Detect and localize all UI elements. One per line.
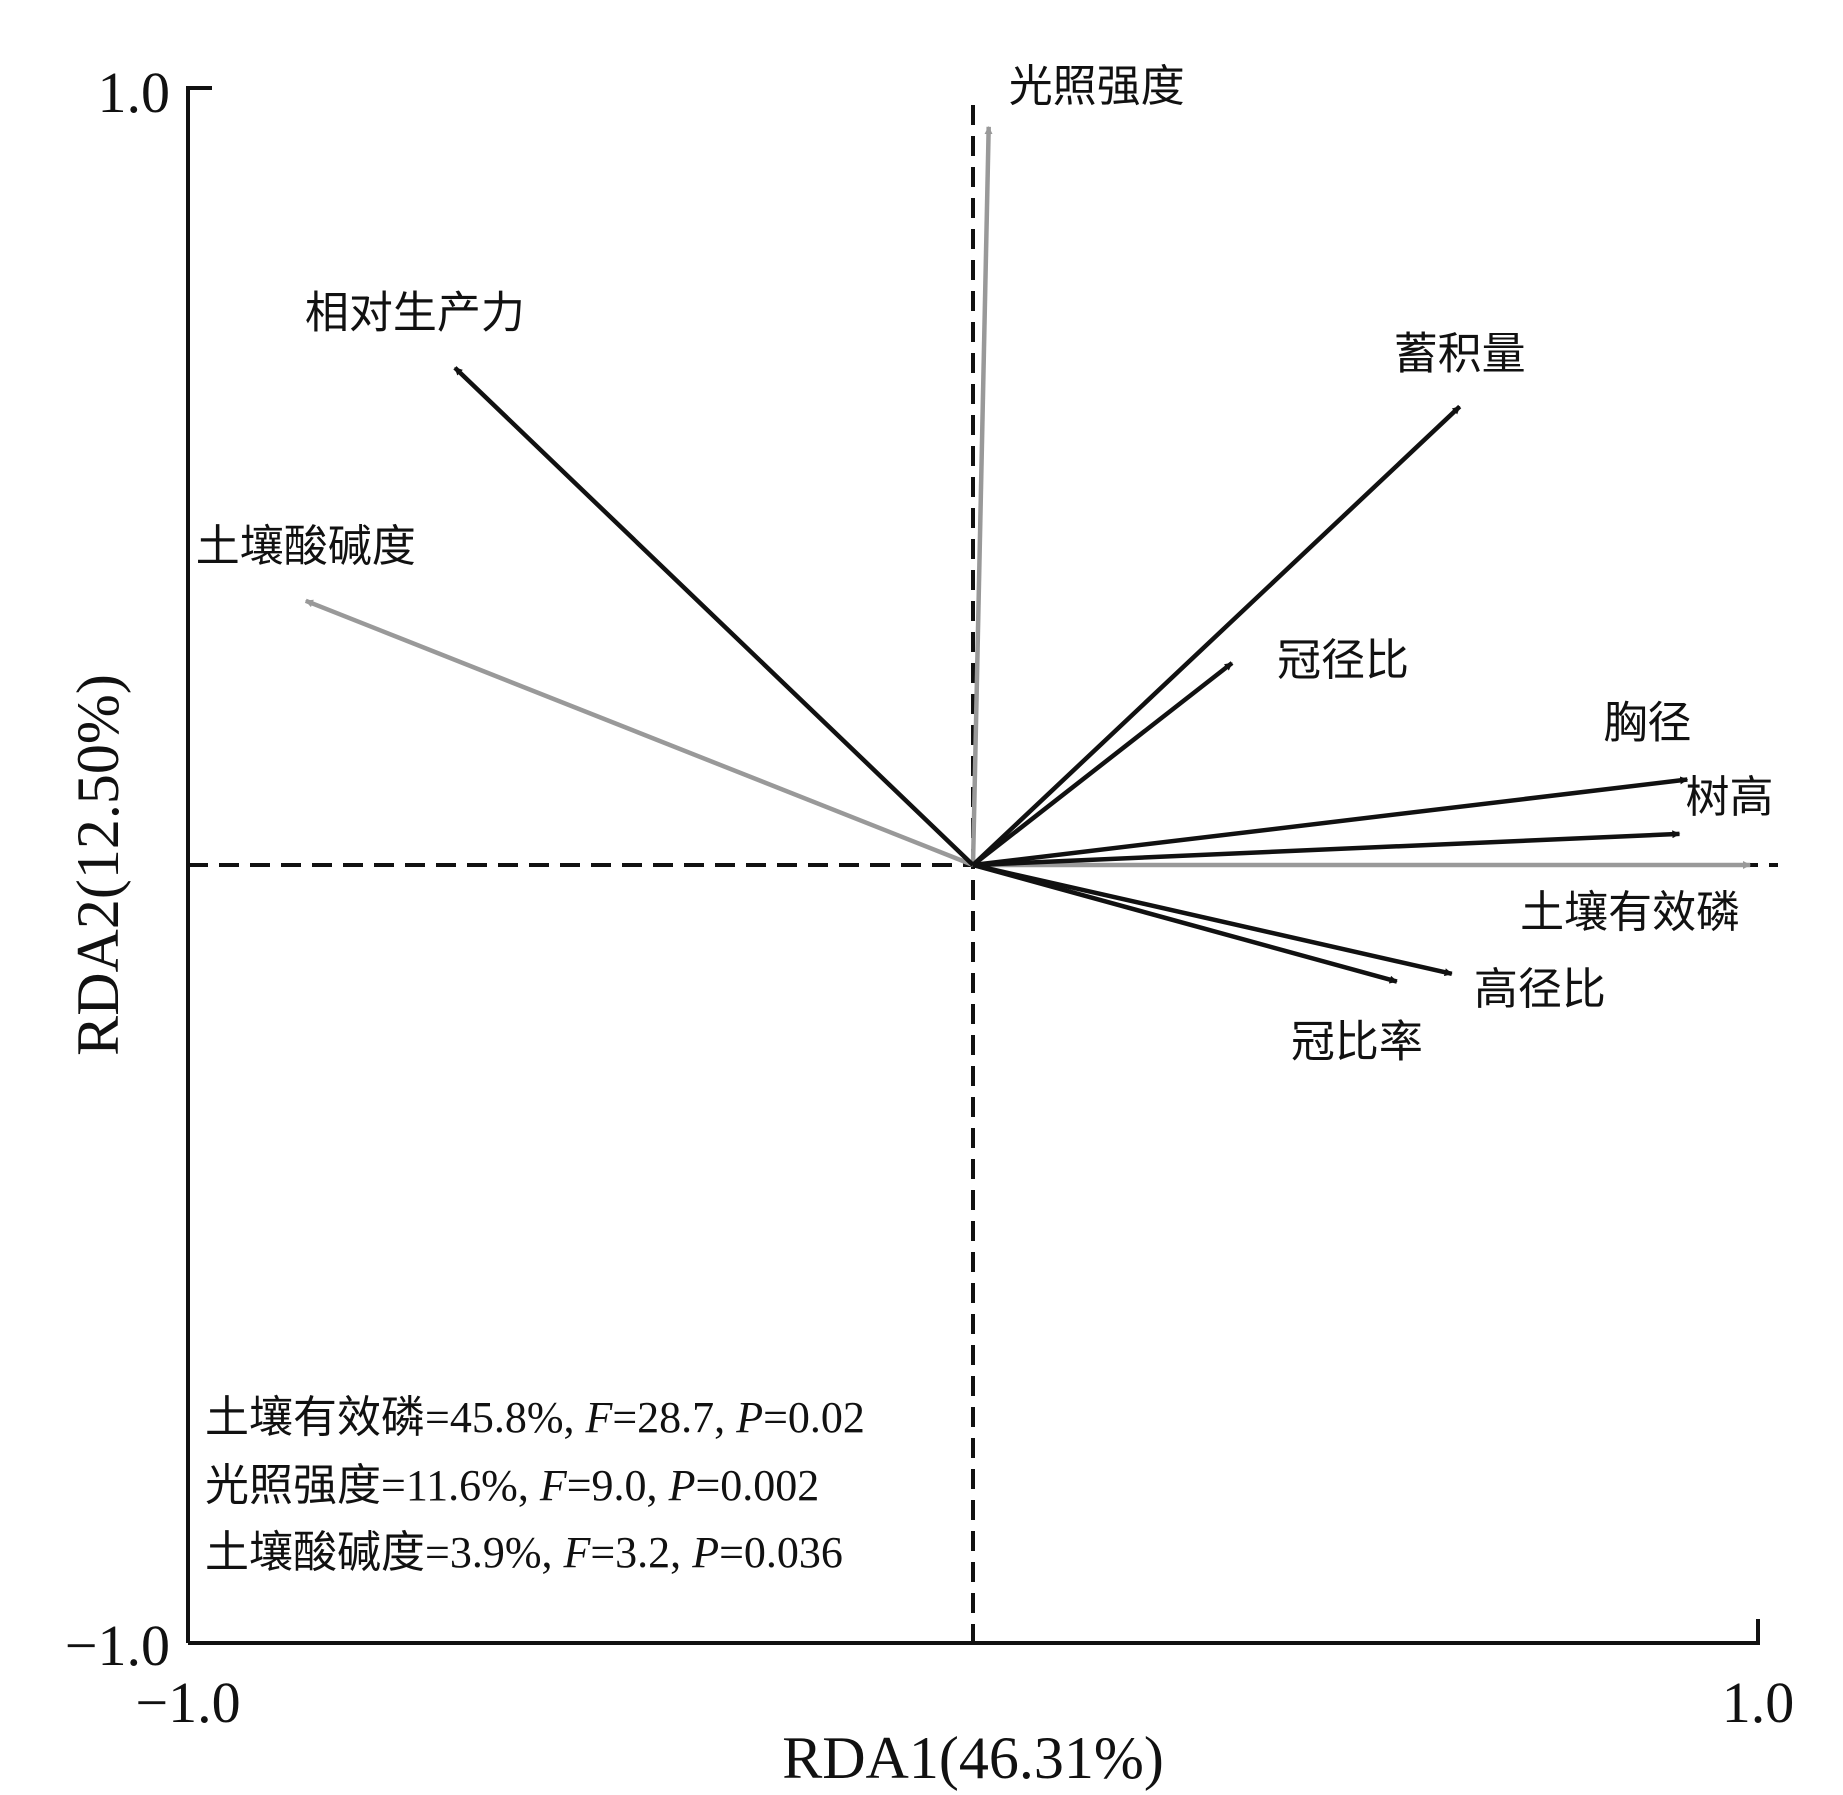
stat-p-value: =0.036 [719, 1528, 843, 1577]
y-tick-label-bottom: −1.0 [65, 1613, 170, 1678]
vector-label-response-2: 冠径比 [1277, 635, 1409, 686]
response-vectors [453, 366, 1689, 984]
stat-prefix: 光照强度=11.6%, [205, 1461, 540, 1510]
y-axis-title: RDA2(12.50%) [65, 674, 131, 1056]
vector-label-response-6: 冠比率 [1291, 1017, 1423, 1068]
x-axis-title: RDA1(46.31%) [782, 1725, 1164, 1791]
vector-arrow-response-2 [971, 661, 1234, 867]
vector-arrow-response-4 [972, 830, 1681, 868]
stat-p-value: =0.02 [763, 1393, 865, 1442]
vector-label-explanatory-0: 光照强度 [1009, 61, 1185, 112]
stat-f-value: =9.0, [567, 1461, 669, 1510]
x-tick-label-right: 1.0 [1722, 1670, 1795, 1735]
vector-label-response-5: 高径比 [1474, 964, 1606, 1015]
statistics-annotation: 土壤有效磷=45.8%, F=28.7, P=0.02 光照强度=11.6%, … [205, 1393, 865, 1577]
stat-line-light: 光照强度=11.6%, F=9.0, P=0.002 [205, 1461, 819, 1510]
stat-f-label: F [539, 1461, 568, 1510]
stat-f-label: F [584, 1393, 613, 1442]
vector-arrow-explanatory-0 [970, 126, 993, 866]
vector-arrow-response-3 [972, 776, 1689, 868]
vector-arrow-response-0 [453, 366, 975, 867]
explanatory-vectors [304, 126, 1751, 869]
vector-label-response-1: 蓄积量 [1394, 329, 1526, 380]
stat-line-phosphorus: 土壤有效磷=45.8%, F=28.7, P=0.02 [205, 1393, 865, 1442]
stat-p-label: P [691, 1528, 719, 1577]
vector-label-response-0: 相对生产力 [305, 288, 525, 339]
stat-prefix: 土壤有效磷=45.8%, [205, 1393, 585, 1442]
y-tick-label-top: 1.0 [98, 60, 171, 125]
stat-prefix: 土壤酸碱度=3.9%, [205, 1528, 563, 1577]
vector-arrow-response-5 [972, 862, 1453, 977]
stat-f-value: =28.7, [612, 1393, 736, 1442]
stat-f-label: F [562, 1528, 591, 1577]
stat-p-label: P [735, 1393, 763, 1442]
stat-line-ph: 土壤酸碱度=3.9%, F=3.2, P=0.036 [205, 1528, 843, 1577]
vector-label-explanatory-2: 土壤有效磷 [1520, 887, 1740, 938]
stat-p-label: P [668, 1461, 696, 1510]
vector-label-response-3: 胸径 [1603, 698, 1691, 749]
stat-f-value: =3.2, [590, 1528, 692, 1577]
vector-arrow-explanatory-1 [304, 598, 974, 868]
vector-label-response-4: 树高 [1686, 772, 1774, 823]
stat-p-value: =0.002 [695, 1461, 819, 1510]
x-tick-label-left: −1.0 [135, 1670, 240, 1735]
vector-label-explanatory-1: 土壤酸碱度 [196, 521, 416, 572]
vector-arrow-response-1 [971, 404, 1462, 867]
vector-arrow-response-6 [972, 862, 1398, 984]
